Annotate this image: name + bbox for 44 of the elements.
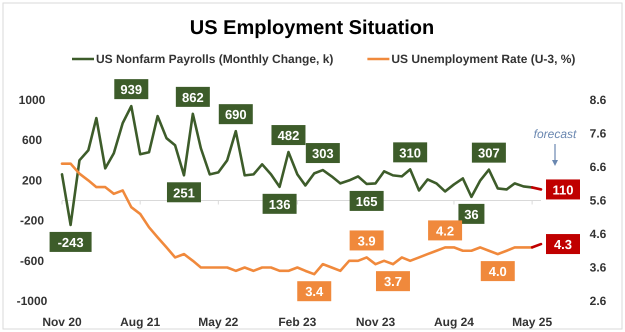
data-label: 4.3 bbox=[554, 237, 572, 252]
x-tick-label: Aug 24 bbox=[434, 315, 474, 329]
x-tick-label: May 22 bbox=[198, 315, 239, 329]
data-label: 939 bbox=[120, 82, 142, 98]
data-label: 862 bbox=[182, 90, 204, 105]
y-tick-label: -200 bbox=[20, 214, 44, 228]
y-tick-label: -600 bbox=[20, 254, 44, 268]
data-label: 482 bbox=[278, 128, 300, 144]
x-tick-label: Aug 21 bbox=[120, 315, 160, 329]
data-label: -243 bbox=[58, 234, 84, 250]
data-label: 3.7 bbox=[384, 274, 402, 290]
y2-tick-label: 3.6 bbox=[590, 260, 607, 274]
x-tick-label: May 25 bbox=[512, 315, 552, 329]
y2-tick-label: 5.6 bbox=[590, 194, 607, 208]
y-tick-label: -1000 bbox=[16, 294, 48, 308]
data-label: 251 bbox=[173, 185, 195, 200]
line-series bbox=[60, 104, 534, 226]
y2-tick-label: 2.6 bbox=[590, 294, 607, 308]
data-label: 3.9 bbox=[358, 233, 376, 248]
legend-label: US Unemployment Rate (U-3, %) bbox=[391, 52, 576, 66]
annotation: forecast bbox=[534, 127, 578, 141]
data-label: 4.0 bbox=[488, 264, 507, 280]
data-label: 165 bbox=[356, 194, 378, 209]
data-label: 36 bbox=[464, 206, 479, 222]
data-label: 136 bbox=[268, 196, 290, 212]
y2-tick-label: 6.6 bbox=[590, 160, 607, 174]
x-tick-label: Nov 20 bbox=[42, 315, 82, 329]
data-label: 310 bbox=[399, 145, 422, 160]
y-tick-label: 1000 bbox=[18, 93, 46, 107]
y-tick-label: 200 bbox=[22, 173, 42, 188]
data-label: 303 bbox=[312, 146, 334, 162]
x-tick-label: Nov 23 bbox=[356, 315, 396, 329]
y-tick-label: 600 bbox=[22, 133, 42, 148]
chart-title: US Employment Situation bbox=[190, 17, 434, 39]
x-tick-label: Feb 23 bbox=[278, 315, 317, 329]
y2-tick-label: 4.6 bbox=[590, 227, 607, 241]
y2-tick-label: 8.6 bbox=[590, 93, 607, 107]
data-label: 307 bbox=[478, 146, 500, 161]
data-label: 110 bbox=[552, 182, 574, 198]
data-label: 4.2 bbox=[436, 223, 454, 238]
legend-label: US Nonfarm Payrolls (Monthly Change, k) bbox=[96, 52, 334, 66]
data-label: 3.4 bbox=[305, 284, 324, 300]
data-label: 690 bbox=[224, 107, 247, 122]
y2-tick-label: 7.6 bbox=[590, 126, 607, 140]
